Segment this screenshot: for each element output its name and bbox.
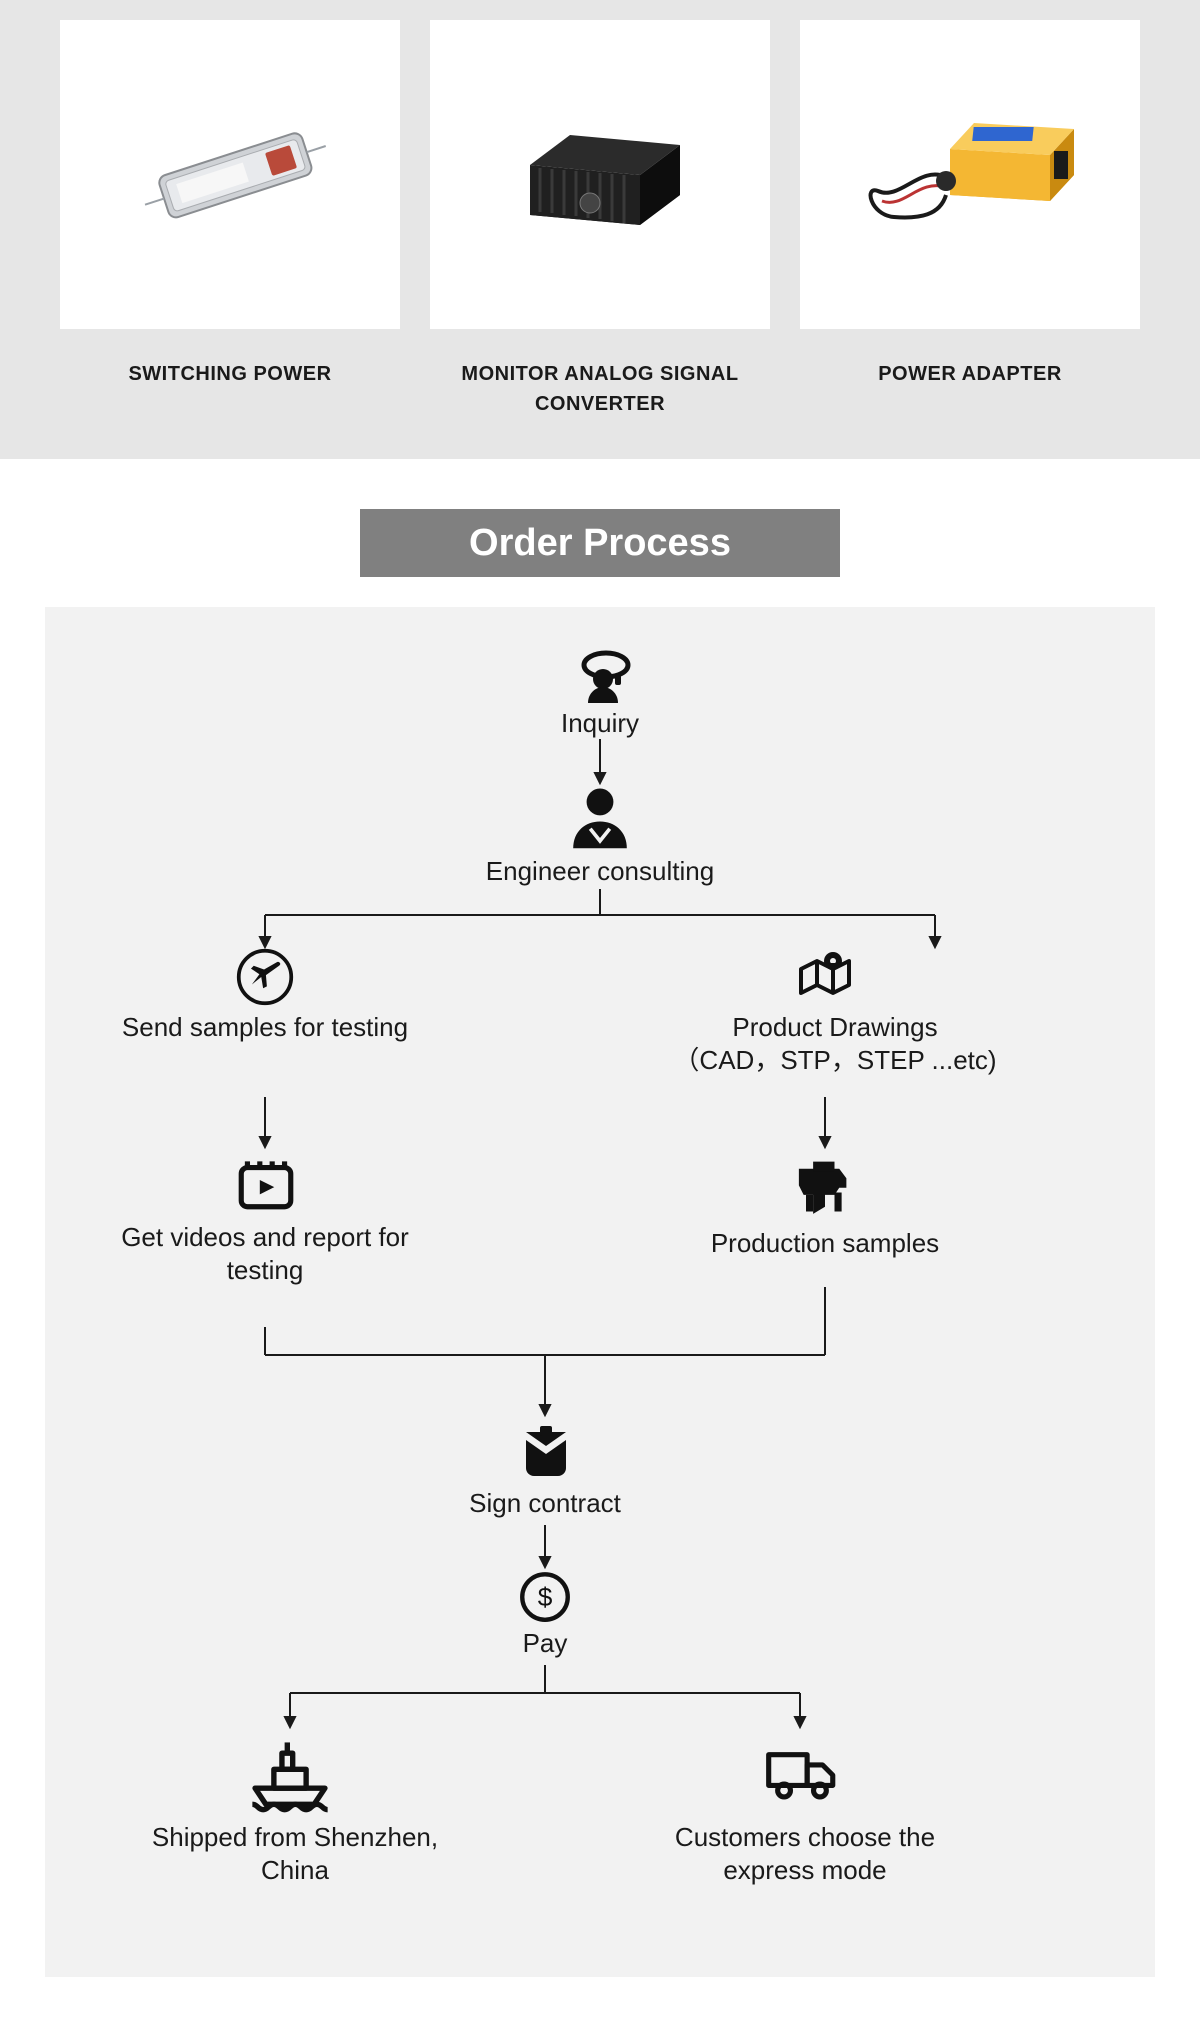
engineer-icon (560, 779, 640, 859)
product-image-switching-power (60, 20, 400, 329)
plane-icon (233, 945, 297, 1009)
pay-label: Pay (485, 1627, 605, 1660)
express-label: Customers choose the express mode (635, 1821, 975, 1886)
video-icon (231, 1147, 301, 1217)
product-image-signal-converter (430, 20, 770, 329)
ship-icon (245, 1727, 335, 1817)
truck-icon (759, 1727, 845, 1813)
drawings-label: Product Drawings （CAD，STP，STEP ...etc) (625, 1011, 1045, 1076)
samples-label: Send samples for testing (115, 1011, 415, 1044)
products-section: SWITCHING POWER MONITOR ANALOG S (0, 0, 1200, 459)
product-image-power-adapter (800, 20, 1140, 329)
product-title: POWER ADAPTER (878, 359, 1062, 389)
sign-label: Sign contract (445, 1487, 645, 1520)
prodsamp-label: Production samples (665, 1227, 985, 1260)
converter-icon (490, 95, 710, 255)
shipped-label: Shipped from Shenzhen, China (125, 1821, 465, 1886)
product-card: MONITOR ANALOG SIGNAL CONVERTER (430, 20, 770, 419)
engineer-label: Engineer consulting (400, 855, 800, 888)
adapter-icon (850, 105, 1090, 245)
switching-power-icon (120, 115, 340, 235)
product-title: MONITOR ANALOG SIGNAL CONVERTER (430, 359, 770, 419)
contract-icon (511, 1415, 581, 1485)
product-card: SWITCHING POWER (60, 20, 400, 419)
order-process-diagram: Inquiry Engineer consulting Send samples… (45, 607, 1155, 1977)
product-title: SWITCHING POWER (128, 359, 331, 389)
inquiry-label: Inquiry (500, 707, 700, 740)
machine-icon (785, 1143, 865, 1223)
inquiry-icon (565, 642, 635, 712)
videos-label: Get videos and report for testing (105, 1221, 425, 1286)
pay-icon: $ (515, 1567, 575, 1627)
order-process-banner: Order Process (360, 509, 840, 577)
product-card: POWER ADAPTER (800, 20, 1140, 419)
map-icon (791, 941, 859, 1009)
svg-text:$: $ (538, 1582, 553, 1612)
